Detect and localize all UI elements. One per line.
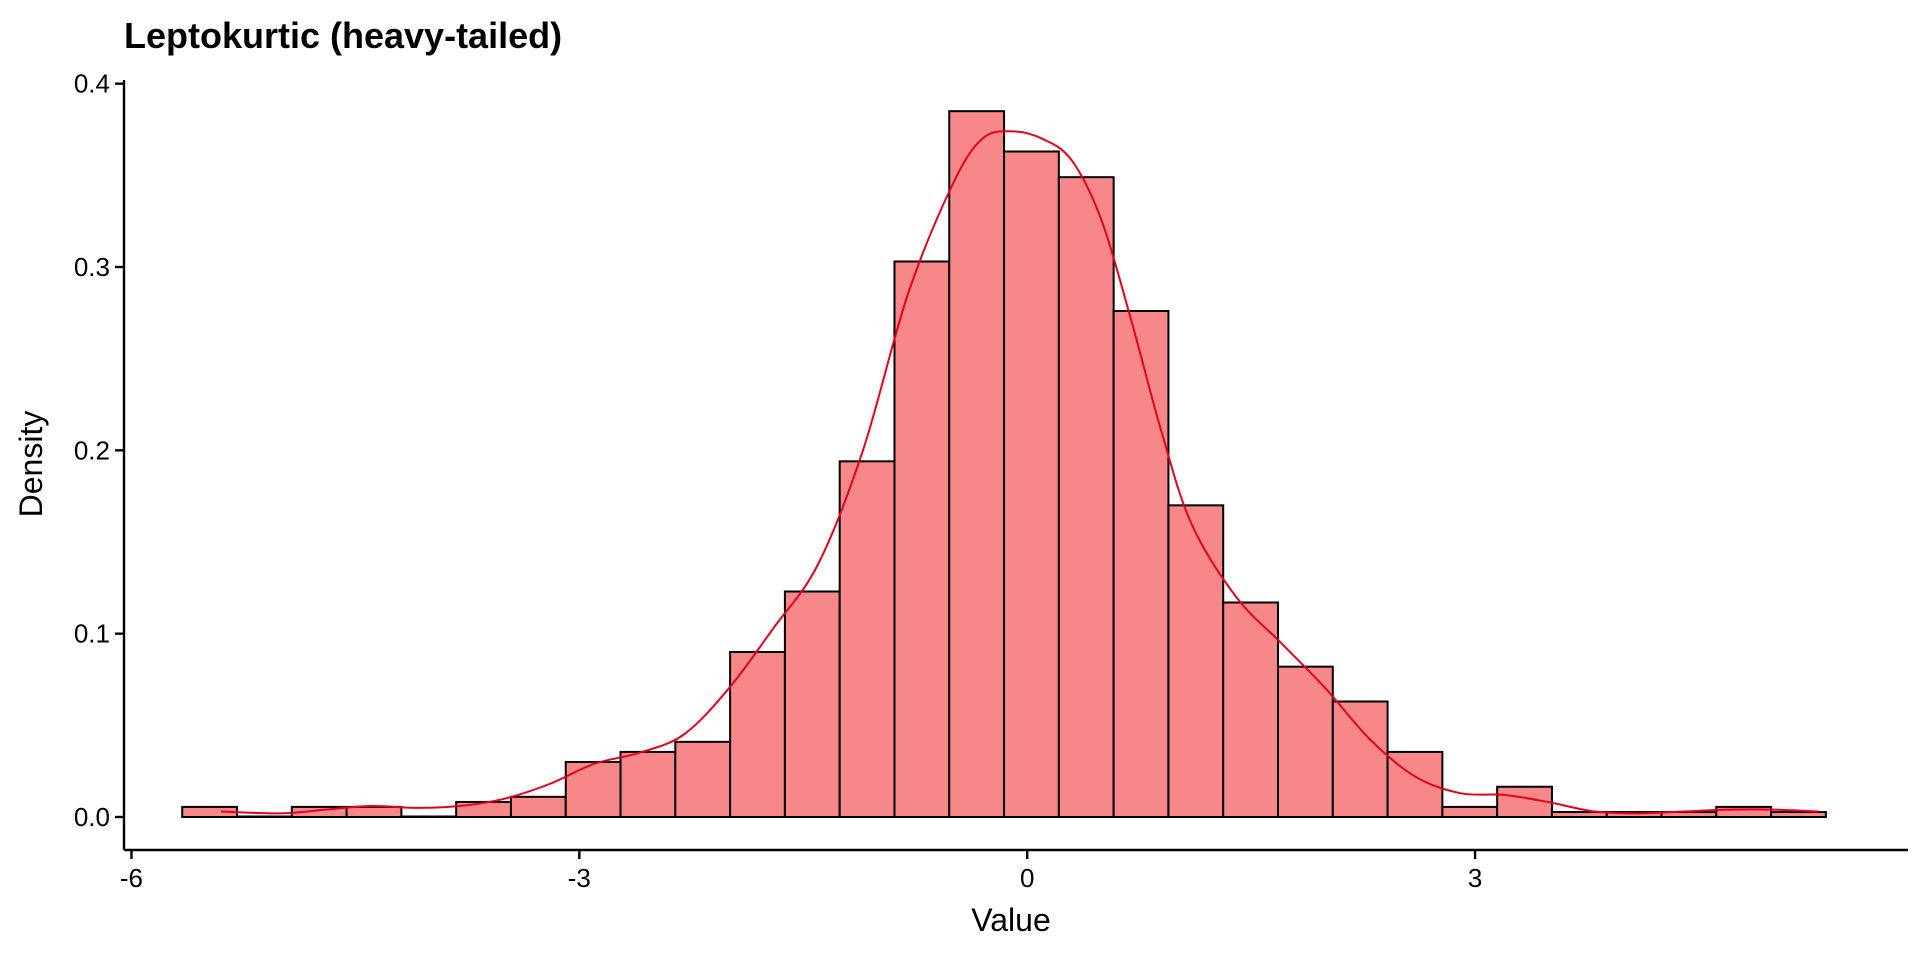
histogram-bar xyxy=(564,761,622,818)
histogram-bar xyxy=(1770,811,1827,818)
histogram-bar xyxy=(509,795,567,819)
histogram-bar xyxy=(893,260,951,818)
x-tick-label: 3 xyxy=(1468,863,1482,893)
histogram-bar xyxy=(1167,504,1225,818)
histogram-bar xyxy=(1715,805,1773,818)
x-tick-label: -3 xyxy=(568,863,591,893)
histogram-bar xyxy=(345,805,403,818)
histogram-bar xyxy=(400,815,458,818)
y-tick-label: 0.1 xyxy=(74,619,110,649)
y-tick-label: 0.3 xyxy=(74,252,110,282)
y-tick-label: 0.0 xyxy=(74,802,110,832)
histogram-bar xyxy=(729,651,786,818)
density-curve xyxy=(221,130,1819,815)
histogram-bar xyxy=(619,750,677,818)
histogram-bar xyxy=(1277,665,1334,818)
histogram-bar xyxy=(1222,601,1279,818)
x-tick-label: 0 xyxy=(1020,863,1034,893)
histogram-bar xyxy=(1441,805,1499,818)
y-tick-label: 0.4 xyxy=(74,69,110,99)
histogram-bar xyxy=(1057,176,1115,819)
x-tick-label: -6 xyxy=(120,863,143,893)
histogram-bar xyxy=(1003,150,1060,818)
histogram-bar xyxy=(674,740,732,819)
histogram-bar xyxy=(236,815,293,818)
histogram-bar xyxy=(1112,310,1170,818)
histogram-bar xyxy=(455,800,512,818)
bars-group xyxy=(181,110,1827,819)
chart-title: Leptokurtic (heavy-tailed) xyxy=(124,15,562,56)
histogram-bar xyxy=(838,460,896,818)
axes-group: -6 -3 0 3 0.0 0.1 0.2 0.3 0.4 xyxy=(74,69,1908,893)
histogram-bar xyxy=(1331,700,1389,818)
x-axis-label: Value xyxy=(971,902,1050,938)
histogram-bar xyxy=(948,110,1006,819)
histogram-bar xyxy=(783,590,841,818)
y-axis-label: Density xyxy=(13,411,49,518)
y-tick-label: 0.2 xyxy=(74,435,110,465)
